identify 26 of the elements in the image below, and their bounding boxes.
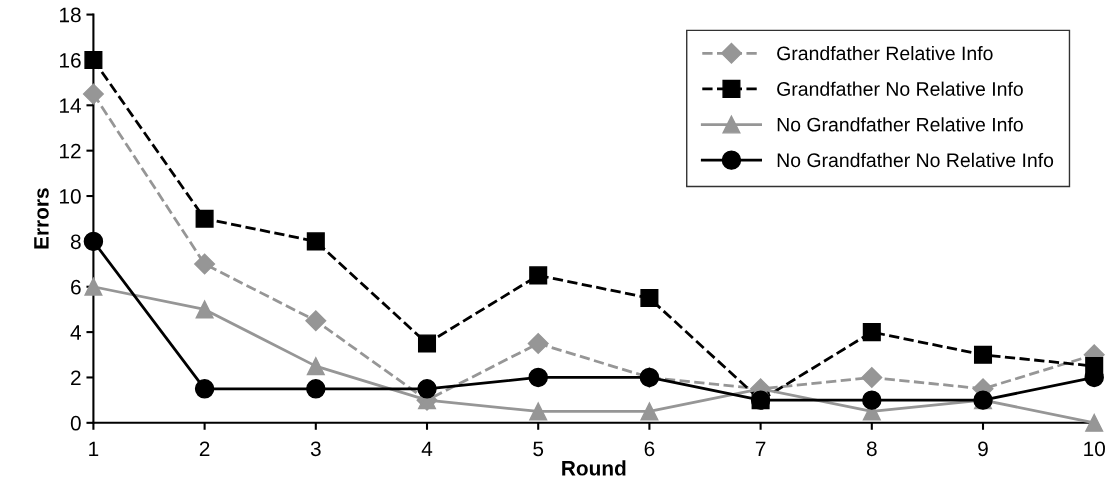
y-tick-label: 14 [60,98,81,113]
x-tick-label: 2 [199,441,210,456]
x-tick-label: 9 [978,441,988,457]
x-tick-label: 4 [421,441,433,456]
y-tick-label: 12 [60,143,81,159]
x-axis-title: Round [562,460,626,476]
x-tick-label: 10 [1084,441,1105,457]
x-tick-label: 1 [89,441,99,456]
y-tick-label: 16 [60,52,81,68]
x-tick-label: 8 [866,441,877,457]
x-tick-label: 3 [310,441,321,457]
x-tick-label: 7 [755,441,766,456]
legend-label: Grandfather No Relative Info [777,81,1023,96]
x-tick-label: 5 [533,441,544,457]
y-tick-label: 8 [70,234,81,250]
y-tick-label: 6 [71,279,81,295]
x-tick-label: 6 [644,441,655,457]
legend-label: No Grandfather Relative Info [777,117,1023,132]
y-axis-title: Errors [34,188,49,249]
y-tick-label: 10 [60,189,81,204]
legend-label: No Grandfather No Relative Info [777,152,1054,168]
y-tick-label: 0 [70,415,81,431]
y-tick-label: 18 [60,7,81,23]
legend-label: Grandfather Relative Info [777,45,993,61]
y-tick-label: 4 [70,325,81,340]
y-tick-label: 2 [71,370,81,386]
